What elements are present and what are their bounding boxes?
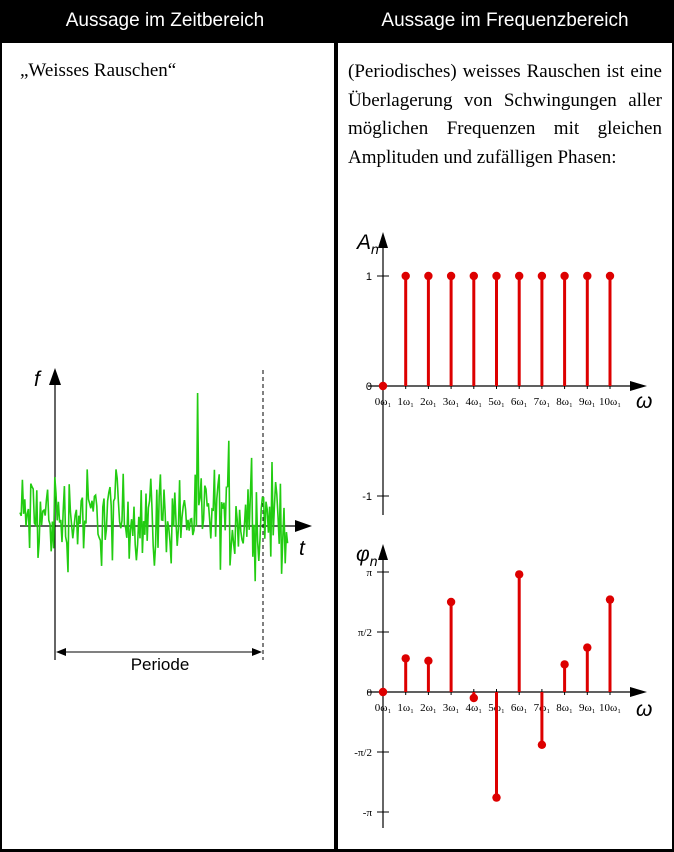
phase-stem-point xyxy=(424,656,433,665)
frequency-domain-cell xyxy=(338,43,672,849)
amplitude-spectrum: An ω 1 0 -1 0ω₁ 1ω₁ 2ω₁ 3ω₁ 4ω₁ 5ω₁ 6ω₁ 7ω₁ 8ω₁ 9ω₁… xyxy=(355,231,652,515)
phase-stem-point xyxy=(605,595,615,604)
amp-stems xyxy=(378,271,615,391)
amp-stem-point xyxy=(446,271,456,281)
amp-x-tick-label: 5ω₁ xyxy=(488,396,505,408)
amp-y-arrow xyxy=(378,232,388,248)
amp-stem-point xyxy=(515,271,524,281)
amp-x-label: ω xyxy=(636,390,652,413)
period-arrow-right-head xyxy=(252,648,262,656)
amp-x-arrow xyxy=(630,381,647,391)
amp-y-tick-label: -1 xyxy=(362,491,372,503)
amp-x-tick-label: 7ω₁ xyxy=(534,396,551,408)
time-x-arrow xyxy=(295,520,312,532)
amp-stem-point xyxy=(424,271,433,281)
white-noise-title: „Weisses Rauschen“ xyxy=(20,60,177,81)
amp-x-tick-label: 4ω₁ xyxy=(466,396,483,408)
phase-stem-point xyxy=(515,570,524,579)
amp-y-label-main: A xyxy=(355,231,371,254)
phase-x-tick-label: 3ω₁ xyxy=(443,702,460,714)
phase-y-tick-label: π/2 xyxy=(358,627,372,639)
phase-stem-point xyxy=(492,793,501,802)
amp-stem-point xyxy=(378,381,388,391)
phase-x-tick-label: 8ω₁ xyxy=(556,702,573,714)
phase-y-label: φn xyxy=(356,543,378,569)
amp-y-ticks: 1 0 -1 xyxy=(362,271,389,503)
phase-y-arrow xyxy=(378,544,388,560)
phase-x-label: ω xyxy=(636,698,652,721)
amp-x-tick-label: 10ω₁ xyxy=(599,396,621,408)
time-domain-plot: Periode f t xyxy=(19,368,312,674)
amp-stem-point xyxy=(469,271,478,281)
phase-x-tick-label: 6ω₁ xyxy=(511,702,528,714)
amp-stem-point xyxy=(537,271,547,281)
phase-stem-point xyxy=(469,693,478,703)
phase-stem-point xyxy=(537,740,547,749)
period-label: Periode xyxy=(131,655,190,674)
amp-stem-point xyxy=(605,271,615,281)
amp-y-tick-label: 0 xyxy=(366,381,372,393)
phase-stem-point xyxy=(401,654,410,663)
phase-y-ticks: π π/2 0 -π/2 -π xyxy=(354,567,389,819)
amp-x-ticks: 0ω₁ 1ω₁ 2ω₁ 3ω₁ 4ω₁ 5ω₁ 6ω₁ 7ω₁ 8ω₁ 9ω₁ 10ω₁ xyxy=(375,383,621,408)
phase-spectrum: φn ω ππ/20-π/2-π 0ω₁1ω₁2ω₁3ω₁4ω₁5ω₁6ω₁7ω… xyxy=(354,543,652,828)
amp-x-tick-label: 6ω₁ xyxy=(511,396,528,408)
amp-stem-point xyxy=(492,271,501,281)
phase-y-tick-label: π xyxy=(366,567,372,579)
amp-x-tick-label: 3ω₁ xyxy=(443,396,460,408)
amp-x-tick-label: 9ω₁ xyxy=(579,396,596,408)
phase-x-tick-label: 2ω₁ xyxy=(420,702,437,714)
white-noise-signal xyxy=(19,392,289,582)
phase-x-tick-label: 0ω₁ xyxy=(375,702,392,714)
amp-y-tick-label: 1 xyxy=(366,271,372,283)
time-y-axis-label: f xyxy=(34,368,42,391)
phase-stem-point xyxy=(378,687,388,697)
phase-x-tick-label: 4ω₁ xyxy=(466,702,483,714)
phase-y-tick-label: -π xyxy=(363,807,373,819)
phase-x-tick-label: 9ω₁ xyxy=(579,702,596,714)
amp-x-tick-label: 2ω₁ xyxy=(420,396,437,408)
phase-y-tick-label: -π/2 xyxy=(354,747,372,759)
phase-y-label-sub: n xyxy=(370,553,378,569)
amp-y-label: An xyxy=(355,231,379,257)
header-time-domain: Aussage im Zeitbereich xyxy=(2,2,328,40)
frequency-description: (Periodisches) weisses Rauschen ist eine… xyxy=(348,61,662,168)
phase-x-tick-label: 1ω₁ xyxy=(397,702,414,714)
amp-stem-point xyxy=(560,271,569,281)
phase-y-label-main: φ xyxy=(356,543,370,566)
phase-stem-point xyxy=(583,643,592,652)
period-arrow-left-head xyxy=(56,648,66,656)
phase-stem-point xyxy=(446,597,456,607)
phase-stems xyxy=(378,570,615,802)
header-frequency-domain: Aussage im Frequenzbereich xyxy=(338,2,672,40)
time-x-axis-label: t xyxy=(299,537,306,560)
amp-y-label-sub: n xyxy=(371,241,379,257)
amp-stem-point xyxy=(583,271,592,281)
amp-x-tick-label: 1ω₁ xyxy=(397,396,414,408)
phase-x-arrow xyxy=(630,687,647,697)
phase-y-tick-label: 0 xyxy=(367,687,373,699)
time-y-arrow xyxy=(49,368,61,385)
amp-x-tick-label: 0ω₁ xyxy=(375,396,392,408)
amp-stem-point xyxy=(401,271,410,281)
time-domain-cell xyxy=(2,43,334,849)
phase-x-tick-label: 10ω₁ xyxy=(599,702,621,714)
amp-x-tick-label: 8ω₁ xyxy=(556,396,573,408)
phase-stem-point xyxy=(560,660,569,669)
